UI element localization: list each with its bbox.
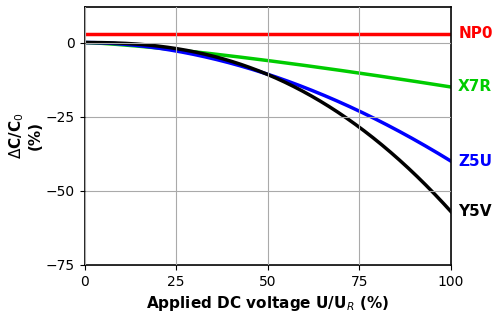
Text: Y5V: Y5V	[458, 204, 492, 219]
Text: X7R: X7R	[458, 79, 492, 94]
Text: Z5U: Z5U	[458, 154, 492, 169]
X-axis label: Applied DC voltage U/U$_R$ (%): Applied DC voltage U/U$_R$ (%)	[146, 294, 390, 313]
Text: NP0: NP0	[458, 26, 492, 41]
Y-axis label: $\Delta$C/C$_0$
(%): $\Delta$C/C$_0$ (%)	[7, 113, 43, 159]
